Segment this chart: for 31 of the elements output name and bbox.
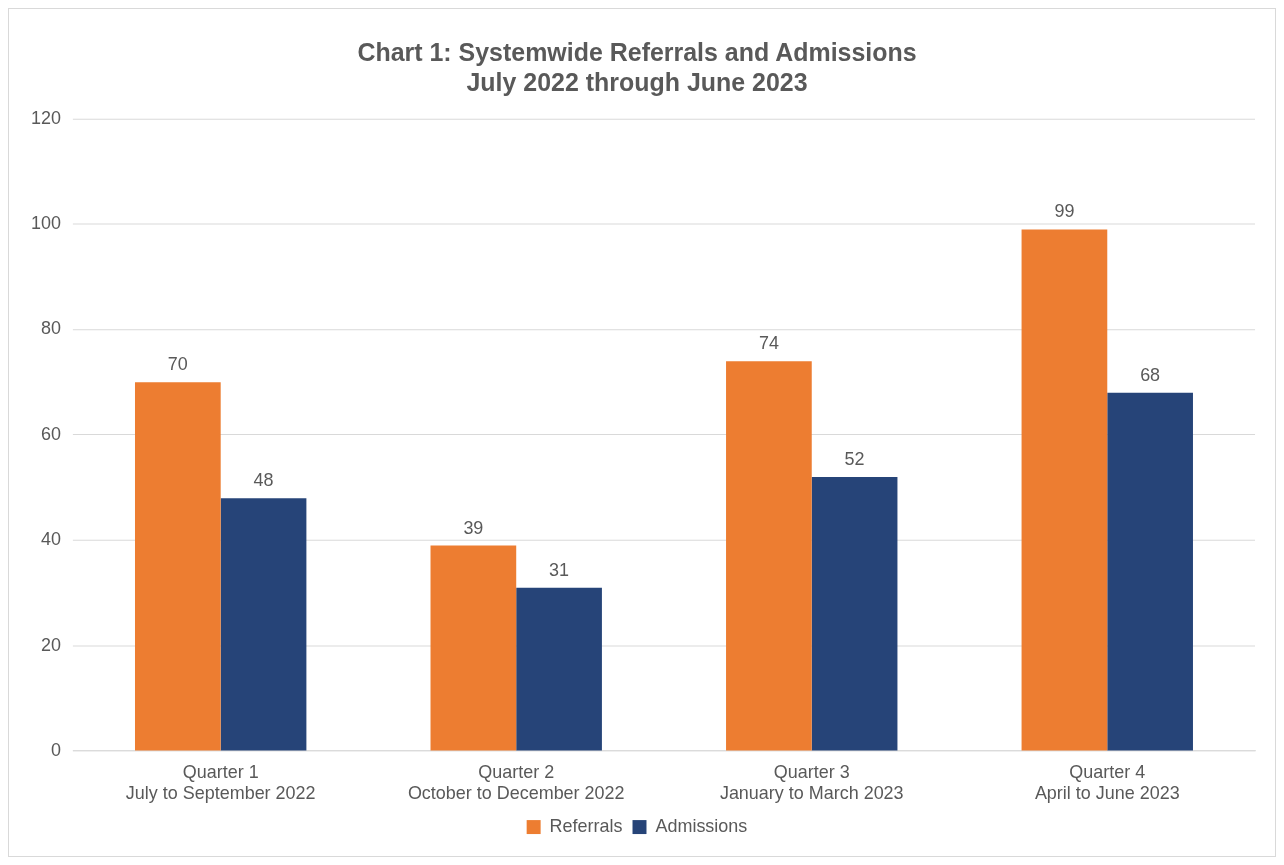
x-tick-label: Quarter 1 July to September 2022	[125, 761, 316, 804]
data-label: 99	[1054, 201, 1075, 222]
bar	[516, 587, 602, 751]
x-tick-label: Quarter 3 January to March 2023	[719, 761, 904, 804]
data-label: 68	[1140, 364, 1161, 385]
bar	[1107, 392, 1193, 751]
data-label: 31	[549, 559, 570, 580]
x-tick-label: Quarter 4 April to June 2023	[1034, 761, 1180, 804]
data-label: 74	[758, 333, 779, 354]
bar	[726, 361, 812, 751]
bar	[430, 545, 517, 751]
y-tick-label: 120	[30, 107, 61, 128]
y-tick-label: 0	[50, 740, 61, 760]
data-label: 70	[167, 354, 188, 375]
x-tick-label: Quarter 2 October to December 2022	[407, 761, 625, 804]
bar	[220, 498, 307, 751]
y-tick-label: 40	[40, 529, 61, 550]
data-label: 48	[253, 470, 274, 491]
chart-title: Chart 1: Systemwide Referrals and Admissions	[357, 37, 917, 66]
data-label: 52	[844, 449, 865, 470]
data-label: 39	[463, 517, 484, 538]
chart-subtitle: July 2022 through June 2023	[466, 67, 808, 96]
y-tick-label: 80	[40, 318, 61, 339]
y-tick-label: 20	[40, 634, 61, 655]
legend-label: Referrals	[549, 816, 623, 837]
legend-label: Admissions	[655, 816, 748, 837]
bar	[811, 477, 898, 751]
y-tick-label: 60	[40, 423, 61, 444]
bar	[1021, 229, 1108, 751]
y-tick-label: 100	[30, 213, 61, 234]
bar	[134, 382, 221, 751]
